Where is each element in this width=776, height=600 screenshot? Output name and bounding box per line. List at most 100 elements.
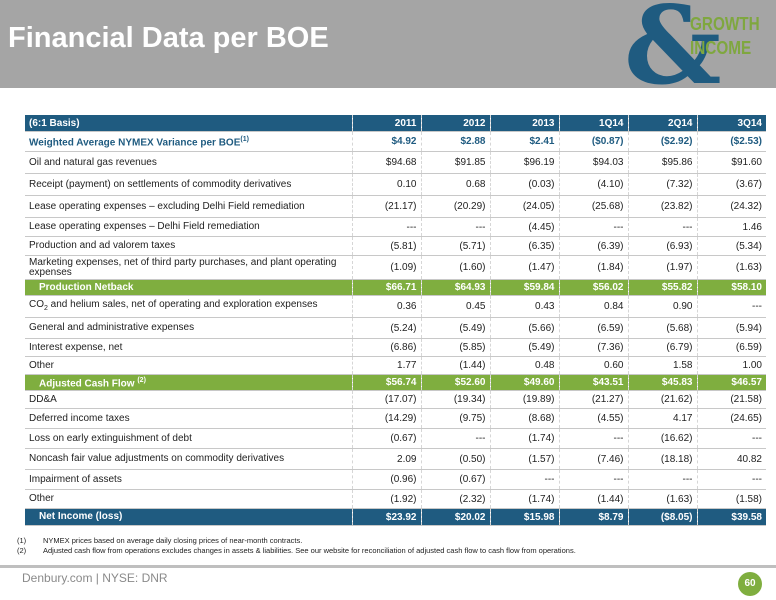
- table-cell: (21.62): [627, 390, 697, 409]
- table-cell: $2.41: [489, 131, 559, 152]
- table-cell: 0.48: [489, 356, 559, 375]
- row-label: DD&A: [25, 390, 352, 409]
- table-row: Marketing expenses, net of third party p…: [25, 255, 766, 280]
- table-cell: (6.79): [627, 338, 697, 357]
- table-cell: (19.34): [420, 390, 490, 409]
- table-row: Loss on early extinguishment of debt (0.6…: [25, 428, 766, 449]
- row-label-text: Oil and natural gas revenues: [29, 156, 157, 168]
- table-cell: (1.74): [489, 428, 559, 449]
- table-cell: (1.97): [627, 255, 697, 280]
- table-cell: (0.96): [351, 469, 421, 490]
- table-cell: (6.39): [558, 236, 628, 256]
- table-cell: (1.58): [696, 489, 766, 509]
- table-row: Interest expense, net (6.86) (5.85) (5.49)(…: [25, 338, 766, 357]
- table-cell: (14.29): [351, 408, 421, 429]
- table-cell: $55.82: [627, 279, 697, 296]
- row-label-text: Lease operating expenses – excluding Del…: [29, 200, 305, 212]
- table-cell: (7.32): [627, 173, 697, 196]
- column-header: 1Q14: [558, 115, 628, 132]
- row-label-text: Interest expense, net: [29, 341, 123, 353]
- table-header-row: (6:1 Basis) 2011 2012 2013 1Q14 2Q14 3Q1…: [25, 115, 766, 132]
- table-cell: $46.57: [696, 374, 766, 391]
- table-cell: (21.17): [351, 195, 421, 218]
- footnotes: (1) NYMEX prices based on average daily …: [17, 536, 767, 556]
- row-label: Net Income (loss): [25, 508, 352, 526]
- table-cell: (1.92): [351, 489, 421, 509]
- table-cell: $96.19: [489, 151, 559, 174]
- table-cell: ($8.05): [627, 508, 697, 526]
- row-label: Interest expense, net: [25, 338, 352, 357]
- table-row: Impairment of assets (0.96) (0.67) --- --- --…: [25, 469, 766, 490]
- table-cell: (4.45): [489, 217, 559, 237]
- table-cell: $94.03: [558, 151, 628, 174]
- table-cell: ($2.92): [627, 131, 697, 152]
- row-label: General and administrative expenses: [25, 317, 352, 339]
- table-cell: ---: [696, 295, 766, 318]
- table-cell: $2.88: [420, 131, 490, 152]
- footnote-marker: (1): [240, 135, 249, 143]
- column-header: 2012: [420, 115, 490, 132]
- table-cell: (18.18): [627, 448, 697, 470]
- table-cell: $20.02: [420, 508, 490, 526]
- footnote-number: (1): [17, 536, 27, 545]
- table-cell: (19.89): [489, 390, 559, 409]
- table-cell: (4.10): [558, 173, 628, 196]
- table-cell: (25.68): [558, 195, 628, 218]
- logo-word-income: INCOME: [690, 38, 752, 58]
- table-cell: (5.66): [489, 317, 559, 339]
- table-cell: 0.84: [558, 295, 628, 318]
- row-label-text: Lease operating expenses – Delhi Field r…: [29, 221, 260, 232]
- row-label: Noncash fair value adjustments on commod…: [25, 448, 352, 470]
- table-row: Deferred income taxes (14.29) (9.75) (8.68)…: [25, 408, 766, 429]
- table-cell: (0.03): [489, 173, 559, 196]
- table-cell: 1.46: [696, 217, 766, 237]
- table-cell: (5.49): [420, 317, 490, 339]
- row-label-text: and helium sales, net of operating and e…: [47, 298, 318, 310]
- row-label-text: Other: [29, 359, 55, 371]
- table-cell: (24.32): [696, 195, 766, 218]
- table-cell: $43.51: [558, 374, 628, 391]
- table-cell: (7.46): [558, 448, 628, 470]
- table-cell: (9.75): [420, 408, 490, 429]
- row-label: Deferred income taxes: [25, 408, 352, 429]
- row-label-text: Noncash fair value adjustments on commod…: [29, 453, 285, 464]
- table-body: Weighted Average NYMEX Variance per BOE(…: [25, 131, 766, 526]
- table-cell: (21.58): [696, 390, 766, 409]
- row-label-text: Production Netback: [39, 281, 134, 293]
- column-header: 2Q14: [627, 115, 697, 132]
- table-cell: ---: [420, 428, 490, 449]
- table-cell: ---: [627, 217, 697, 237]
- table-cell: 0.43: [489, 295, 559, 318]
- table-row: Noncash fair value adjustments on commod…: [25, 448, 766, 470]
- table-cell: ---: [558, 217, 628, 237]
- row-label: Lease operating expenses – excluding Del…: [25, 195, 352, 218]
- table-row: Production and ad valorem taxes (5.81) (5.…: [25, 236, 766, 256]
- table-cell: ---: [627, 469, 697, 490]
- table-cell: (1.44): [420, 356, 490, 375]
- table-cell: $49.60: [489, 374, 559, 391]
- footer-divider: [0, 565, 776, 568]
- table-cell: ---: [351, 217, 421, 237]
- table-cell: ($0.87): [558, 131, 628, 152]
- page-title: Financial Data per BOE: [8, 22, 329, 54]
- row-label-text: Marketing expenses, net of third party p…: [29, 256, 337, 278]
- table-cell: (5.94): [696, 317, 766, 339]
- table-cell: (1.63): [627, 489, 697, 509]
- table-cell: ---: [696, 428, 766, 449]
- financial-table: (6:1 Basis) 2011 2012 2013 1Q14 2Q14 3Q1…: [25, 115, 766, 526]
- table-cell: (1.84): [558, 255, 628, 280]
- table-cell: $56.02: [558, 279, 628, 296]
- table-cell: (24.05): [489, 195, 559, 218]
- table-cell: (6.93): [627, 236, 697, 256]
- table-cell: 4.17: [627, 408, 697, 429]
- table-row: Adjusted Cash Flow (2) $56.74 $52.60 $49.60…: [25, 374, 766, 391]
- table-cell: (2.32): [420, 489, 490, 509]
- table-cell: (1.44): [558, 489, 628, 509]
- table-cell: $64.93: [420, 279, 490, 296]
- table-row: DD&A (17.07) (19.34) (19.89) (21.27) (21.62)(…: [25, 390, 766, 409]
- table-row: Production Netback $66.71 $64.93 $59.84 $56.…: [25, 279, 766, 296]
- table-cell: $45.83: [627, 374, 697, 391]
- table-cell: (1.63): [696, 255, 766, 280]
- table-row: Lease operating expenses – Delhi Field r…: [25, 217, 766, 237]
- table-cell: (3.67): [696, 173, 766, 196]
